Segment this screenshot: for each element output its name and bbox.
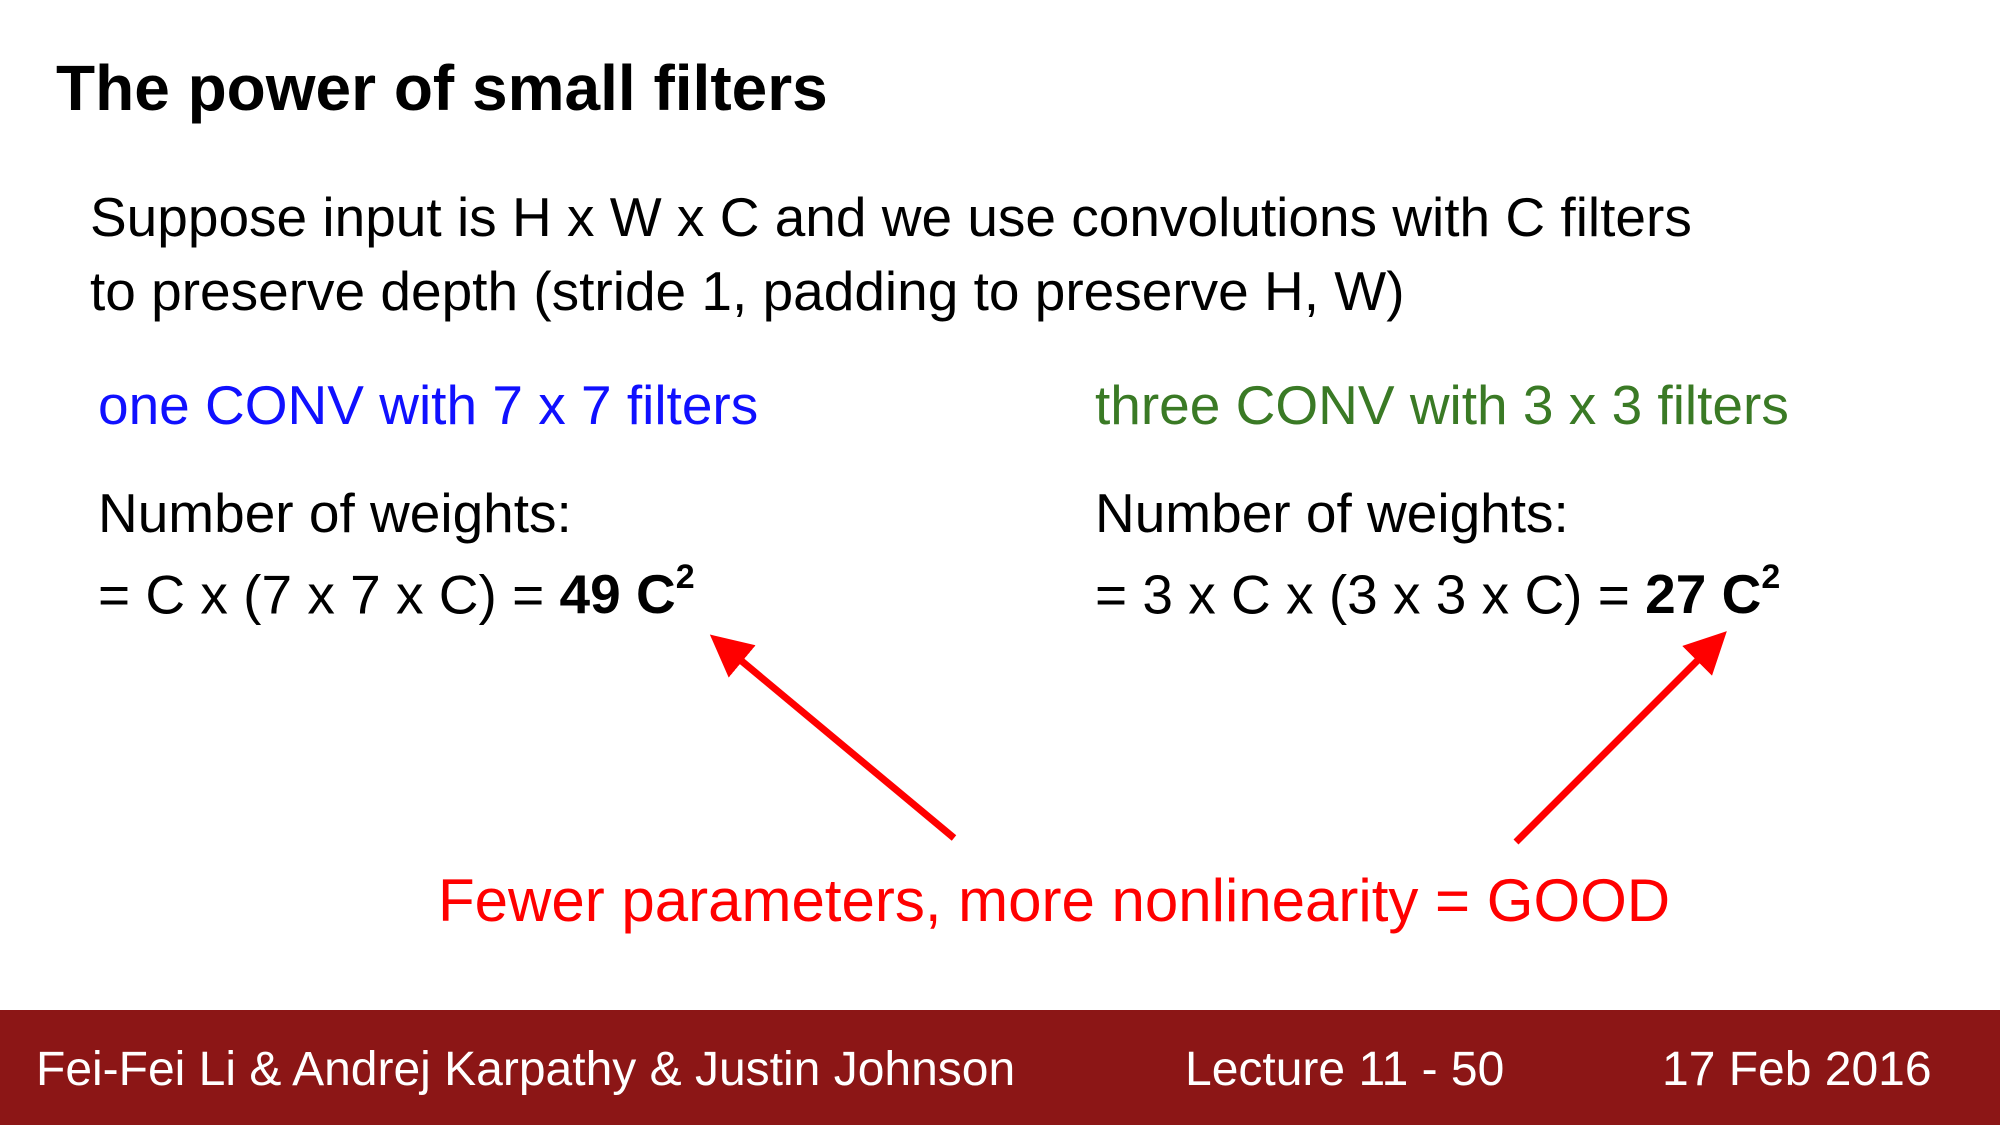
- intro-text: Suppose input is H x W x C and we use co…: [90, 180, 1692, 328]
- right-heading: three CONV with 3 x 3 filters: [1095, 374, 1789, 436]
- left-formula: = C x (7 x 7 x C) =: [98, 563, 560, 626]
- left-heading: one CONV with 7 x 7 filters: [98, 374, 759, 436]
- arrow-to-left-result: [709, 634, 957, 841]
- right-result: 27 C2: [1645, 558, 1780, 626]
- right-weights-block: Number of weights: = 3 x C x (3 x 3 x C)…: [1095, 478, 1780, 629]
- right-result-value: 27 C: [1645, 563, 1762, 626]
- right-weights-label: Number of weights:: [1095, 482, 1569, 544]
- footer-lecture: Lecture 11 - 50: [1185, 1043, 1505, 1096]
- left-result: 49 C2: [559, 558, 695, 626]
- footer-date: 17 Feb 2016: [1662, 1043, 1932, 1096]
- arrow-to-right-result: [1513, 631, 1727, 845]
- footer-authors: Fei-Fei Li & Andrej Karpathy & Justin Jo…: [36, 1043, 1016, 1096]
- footer-bar: Fei-Fei Li & Andrej Karpathy & Justin Jo…: [0, 1010, 2000, 1125]
- left-weights-block: Number of weights: = C x (7 x 7 x C) = 4…: [98, 478, 695, 629]
- right-result-exponent: 2: [1761, 558, 1781, 596]
- right-formula-line: = 3 x C x (3 x 3 x C) = 27 C2: [1095, 548, 1780, 629]
- intro-line-1: Suppose input is H x W x C and we use co…: [90, 186, 1692, 248]
- right-formula: = 3 x C x (3 x 3 x C) =: [1095, 563, 1646, 626]
- left-result-exponent: 2: [675, 558, 695, 596]
- slide-title: The power of small filters: [56, 52, 828, 124]
- left-result-value: 49 C: [559, 563, 676, 626]
- left-weights-label: Number of weights:: [98, 482, 572, 544]
- intro-line-2: to preserve depth (stride 1, padding to …: [90, 260, 1405, 322]
- conclusion-text: Fewer parameters, more nonlinearity = GO…: [438, 867, 1671, 934]
- left-formula-line: = C x (7 x 7 x C) = 49 C2: [98, 548, 695, 629]
